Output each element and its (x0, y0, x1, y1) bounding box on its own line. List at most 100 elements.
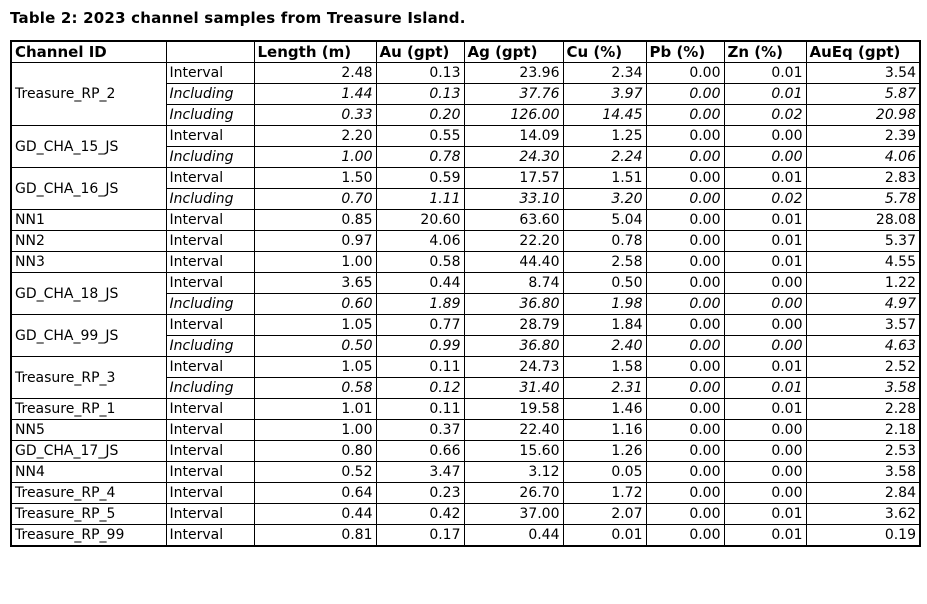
value-cell: 0.01 (562, 524, 647, 547)
value-cell: 4.06 (805, 146, 921, 168)
value-cell: 31.40 (463, 377, 564, 399)
table-body: Treasure_RP_2 Interval 2.48 0.13 23.96 2.34 0.… (10, 62, 921, 547)
row-type-cell: Interval (165, 440, 255, 462)
value-cell: 33.10 (463, 188, 564, 210)
value-cell: 0.77 (375, 314, 465, 336)
table-row: Including 1.00 0.78 24.30 2.24 0.00 0.00 4.06 (11, 146, 921, 168)
value-cell: 0.44 (463, 524, 564, 547)
row-type-cell: Interval (165, 62, 255, 84)
column-header-pb: Pb (%) (645, 40, 725, 63)
table-row: Including 0.33 0.20 126.00 14.45 0.00 0.02 20.9… (11, 104, 921, 126)
channel-id-cell: Treasure_RP_99 (10, 524, 167, 547)
column-header-length: Length (m) (253, 40, 377, 63)
value-cell: 26.70 (463, 482, 564, 504)
value-cell: 1.00 (253, 419, 377, 441)
value-cell: 0.01 (723, 62, 807, 84)
value-cell: 23.96 (463, 62, 564, 84)
value-cell: 1.25 (562, 125, 647, 147)
table-row: GD_CHA_99_JS Interval 1.05 0.77 28.79 1.84 0.0… (10, 314, 921, 357)
value-cell: 1.50 (253, 167, 377, 189)
value-cell: 0.50 (253, 335, 377, 357)
value-cell: 1.26 (562, 440, 647, 462)
value-cell: 0.44 (253, 503, 377, 525)
value-cell: 36.80 (463, 335, 564, 357)
value-cell: 0.00 (645, 167, 725, 189)
value-cell: 0.00 (645, 398, 725, 420)
value-cell: 14.09 (463, 125, 564, 147)
value-cell: 0.55 (375, 125, 465, 147)
table-row: Treasure_RP_99 Interval 0.81 0.17 0.44 0.01 0.… (10, 524, 921, 547)
value-cell: 24.73 (463, 356, 564, 378)
value-cell: 2.84 (805, 482, 921, 504)
column-header-aueq: AuEq (gpt) (805, 40, 921, 63)
row-type-cell: Interval (165, 398, 255, 420)
value-cell: 1.22 (805, 272, 921, 294)
value-cell: 0.01 (723, 503, 807, 525)
row-type-cell: Interval (165, 461, 255, 483)
value-cell: 24.30 (463, 146, 564, 168)
value-cell: 0.78 (375, 146, 465, 168)
value-cell: 1.44 (253, 83, 377, 105)
value-cell: 2.24 (562, 146, 647, 168)
value-cell: 1.89 (375, 293, 465, 315)
value-cell: 0.01 (723, 83, 807, 105)
value-cell: 2.52 (805, 356, 921, 378)
value-cell: 0.00 (645, 503, 725, 525)
value-cell: 0.50 (562, 272, 647, 294)
channel-id-cell: NN2 (10, 230, 167, 252)
row-type-cell: Including (165, 146, 255, 168)
value-cell: 0.01 (723, 398, 807, 420)
value-cell: 0.00 (723, 440, 807, 462)
table-title: Table 2: 2023 channel samples from Treas… (10, 9, 466, 27)
value-cell: 1.46 (562, 398, 647, 420)
channel-id-cell: GD_CHA_17_JS (10, 440, 167, 462)
column-header-zn: Zn (%) (723, 40, 807, 63)
value-cell: 0.00 (723, 419, 807, 441)
channel-id-cell: GD_CHA_18_JS (10, 272, 167, 315)
value-cell: 3.58 (805, 461, 921, 483)
value-cell: 1.00 (253, 251, 377, 273)
value-cell: 1.05 (253, 314, 377, 336)
value-cell: 28.79 (463, 314, 564, 336)
value-cell: 0.00 (723, 461, 807, 483)
value-cell: 1.58 (562, 356, 647, 378)
row-type-cell: Interval (165, 314, 255, 336)
channel-id-cell: GD_CHA_15_JS (10, 125, 167, 168)
value-cell: 1.98 (562, 293, 647, 315)
value-cell: 20.60 (375, 209, 465, 231)
channel-id-cell: Treasure_RP_3 (10, 356, 167, 399)
value-cell: 0.00 (645, 314, 725, 336)
value-cell: 0.00 (723, 272, 807, 294)
value-cell: 0.00 (645, 377, 725, 399)
table-row: NN1 Interval 0.85 20.60 63.60 5.04 0.00 0.01 28.… (10, 209, 921, 231)
value-cell: 0.60 (253, 293, 377, 315)
value-cell: 2.18 (805, 419, 921, 441)
value-cell: 0.00 (645, 104, 725, 126)
value-cell: 0.19 (805, 524, 921, 547)
value-cell: 0.00 (645, 125, 725, 147)
value-cell: 0.00 (645, 272, 725, 294)
value-cell: 3.65 (253, 272, 377, 294)
value-cell: 0.00 (645, 251, 725, 273)
value-cell: 0.81 (253, 524, 377, 547)
channel-id-cell: GD_CHA_16_JS (10, 167, 167, 210)
value-cell: 14.45 (562, 104, 647, 126)
channel-id-cell: Treasure_RP_5 (10, 503, 167, 525)
header-row: Channel ID Length (m) Au (gpt) Ag (gpt) … (10, 40, 921, 63)
channel-id-cell: NN5 (10, 419, 167, 441)
value-cell: 3.54 (805, 62, 921, 84)
value-cell: 0.00 (723, 146, 807, 168)
table-row: GD_CHA_17_JS Interval 0.80 0.66 15.60 1.26 0.0… (10, 440, 921, 462)
value-cell: 1.05 (253, 356, 377, 378)
value-cell: 22.40 (463, 419, 564, 441)
value-cell: 37.76 (463, 83, 564, 105)
value-cell: 0.00 (645, 524, 725, 547)
value-cell: 0.52 (253, 461, 377, 483)
row-type-cell: Interval (165, 482, 255, 504)
value-cell: 0.05 (562, 461, 647, 483)
value-cell: 0.59 (375, 167, 465, 189)
value-cell: 44.40 (463, 251, 564, 273)
value-cell: 0.00 (645, 230, 725, 252)
row-type-cell: Including (165, 377, 255, 399)
value-cell: 2.28 (805, 398, 921, 420)
